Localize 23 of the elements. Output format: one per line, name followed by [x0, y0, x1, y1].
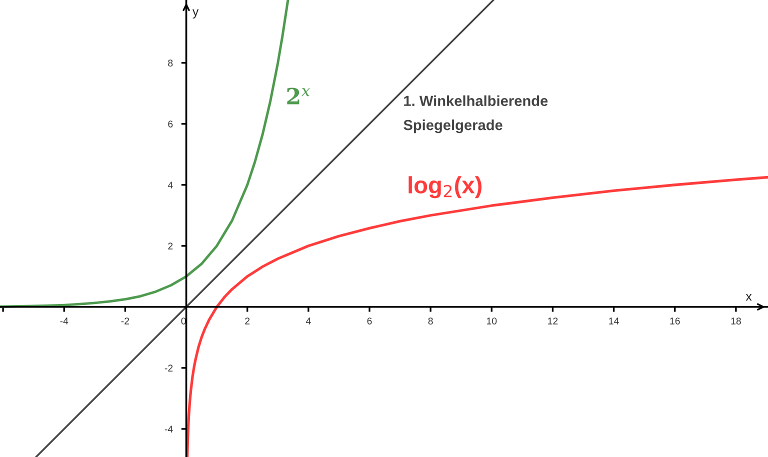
x-tick-label: 8: [428, 318, 433, 324]
x-tick-label: 2: [245, 318, 250, 324]
series-label: 1. Winkelhalbierende Spiegelgerade: [404, 95, 548, 134]
y-tick-label: 8: [168, 60, 173, 66]
x-axis-title: x: [746, 294, 752, 301]
x-tick-label: 6: [367, 318, 372, 324]
y-tick-label: 4: [168, 182, 173, 188]
y-axis-title: y: [192, 9, 199, 19]
x-tick-label: -2: [121, 318, 130, 324]
x-tick-label: 18: [731, 318, 741, 324]
x-tick-label: 12: [548, 318, 558, 324]
line-series: [186, 176, 768, 457]
x-tick-label: 14: [609, 318, 619, 324]
y-tick-label: 6: [168, 120, 173, 128]
y-tick-label: 2: [168, 242, 173, 250]
x-tick-label: 4: [306, 318, 311, 324]
series-label: log$_{2}$(x): [408, 176, 482, 198]
x-tick-label: 10: [486, 318, 497, 324]
y-tick-label: -4: [164, 426, 173, 432]
x-tick-label: 16: [670, 318, 680, 324]
x-tick-label: -4: [60, 318, 68, 324]
series-label: 2$^{x}$: [287, 88, 310, 104]
y-tick-label: -2: [164, 364, 173, 372]
